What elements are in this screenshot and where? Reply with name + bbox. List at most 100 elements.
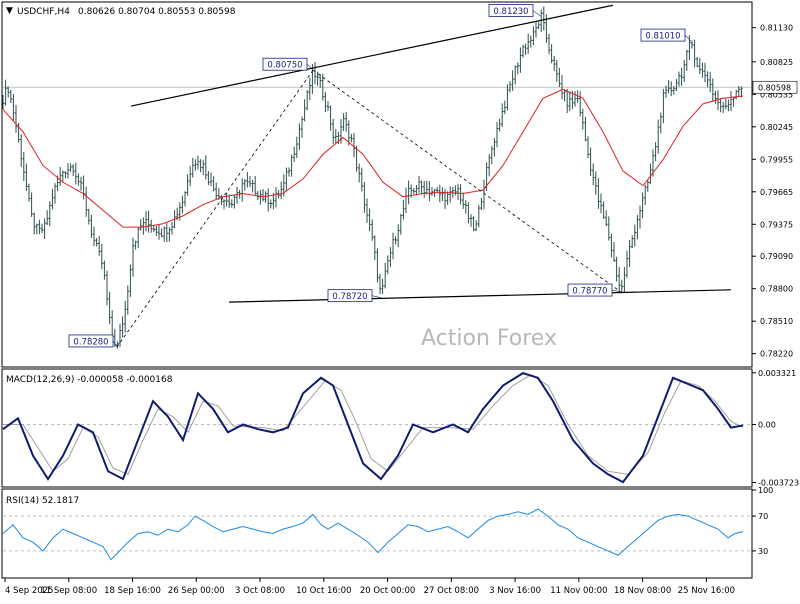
price-bar	[191, 157, 194, 178]
price-bar	[215, 182, 218, 200]
price-bar	[737, 85, 740, 97]
price-bar	[308, 77, 311, 100]
price-bar	[394, 236, 397, 245]
price-bar	[696, 56, 699, 68]
price-bar	[703, 62, 707, 83]
price-bar	[181, 195, 184, 214]
price-bar	[662, 88, 665, 124]
price-bar	[155, 225, 158, 236]
price-bar	[25, 163, 28, 191]
price-bar	[560, 75, 564, 100]
price-bar	[168, 227, 171, 242]
price-bar	[672, 86, 675, 95]
price-bar	[35, 223, 38, 235]
price-bar	[233, 195, 236, 209]
price-bar	[623, 267, 626, 294]
swing-label-leader	[306, 64, 314, 71]
price-bar	[511, 70, 514, 91]
price-bar	[280, 181, 283, 200]
swing-label-leader	[371, 295, 382, 298]
price-bar	[706, 71, 709, 88]
price-bar	[306, 89, 309, 111]
price-bar	[378, 273, 382, 294]
swing-dashed-line	[116, 69, 314, 348]
price-bar	[121, 316, 124, 338]
price-bar	[584, 116, 587, 142]
price-bar	[212, 176, 215, 192]
price-bar	[324, 91, 327, 112]
labels-layer: 0.81130 0.80825 0.80535 0.80245 0.79955 0.796…	[5, 4, 799, 596]
price-bar	[373, 235, 376, 261]
price-bar	[347, 120, 350, 146]
price-bar	[230, 199, 233, 208]
price-bar	[92, 226, 96, 247]
price-bar	[675, 78, 678, 92]
price-bar	[165, 223, 168, 243]
price-bar	[332, 118, 335, 145]
price-bar	[98, 236, 101, 256]
swing-label-text: 0.81010	[645, 32, 680, 42]
price-bar	[222, 199, 226, 210]
price-bar	[27, 183, 31, 202]
price-bar	[467, 202, 470, 224]
price-bar	[74, 162, 77, 185]
price-bar	[722, 101, 725, 113]
price-bar	[46, 210, 49, 226]
price-bar	[477, 204, 480, 228]
price-bar	[641, 192, 644, 219]
price-bar	[527, 33, 530, 54]
price-bar	[729, 90, 733, 111]
price-bar	[664, 85, 668, 98]
price-bar	[189, 166, 192, 187]
price-bar	[290, 154, 293, 177]
price-bar	[716, 90, 720, 111]
price-bar	[170, 222, 174, 235]
swing-label: 0.80750	[262, 57, 314, 71]
price-bar	[516, 62, 519, 75]
price-bar	[412, 188, 415, 195]
price-bar	[316, 71, 319, 86]
price-bar	[85, 186, 88, 217]
price-bar	[126, 285, 129, 315]
price-bar	[397, 224, 400, 248]
price-bar	[667, 80, 670, 94]
price-bar	[524, 43, 527, 56]
price-bar	[293, 146, 296, 162]
swing-label-leader	[611, 289, 622, 293]
price-bar	[365, 198, 369, 223]
current-price-box	[752, 80, 798, 94]
price-bar	[430, 186, 434, 196]
price-bar	[147, 210, 150, 233]
swing-label: 0.78720	[327, 289, 382, 302]
macd-panel-frame	[1, 368, 753, 488]
trendlines-layer	[116, 4, 732, 348]
rsi-y-tick-label: 70	[758, 512, 768, 521]
price-bar	[428, 181, 431, 202]
price-bar	[163, 226, 166, 242]
price-bar	[202, 159, 205, 176]
swing-label-box	[640, 28, 686, 42]
macd-y-tick-label: 0.00	[758, 420, 776, 429]
price-bar	[735, 90, 738, 100]
price-bar	[519, 47, 522, 73]
price-bar	[607, 216, 610, 241]
price-bar	[732, 96, 735, 107]
price-bar	[495, 121, 499, 148]
price-bar	[464, 200, 467, 214]
price-bar	[264, 191, 267, 203]
price-bar	[321, 73, 324, 101]
x-tick-label: 3 Nov 16:00	[489, 586, 541, 596]
price-bar	[95, 238, 98, 247]
price-bar	[77, 173, 80, 186]
swing-label-text: 0.80750	[267, 61, 302, 71]
price-bar	[298, 123, 301, 151]
price-bar	[38, 219, 41, 235]
price-bar	[438, 184, 441, 203]
price-bar	[295, 136, 298, 159]
price-bar	[498, 118, 501, 132]
price-bar	[490, 145, 493, 165]
price-y-tick-label: 0.79090	[760, 252, 793, 261]
price-bar	[251, 179, 254, 193]
price-bar	[711, 78, 714, 102]
